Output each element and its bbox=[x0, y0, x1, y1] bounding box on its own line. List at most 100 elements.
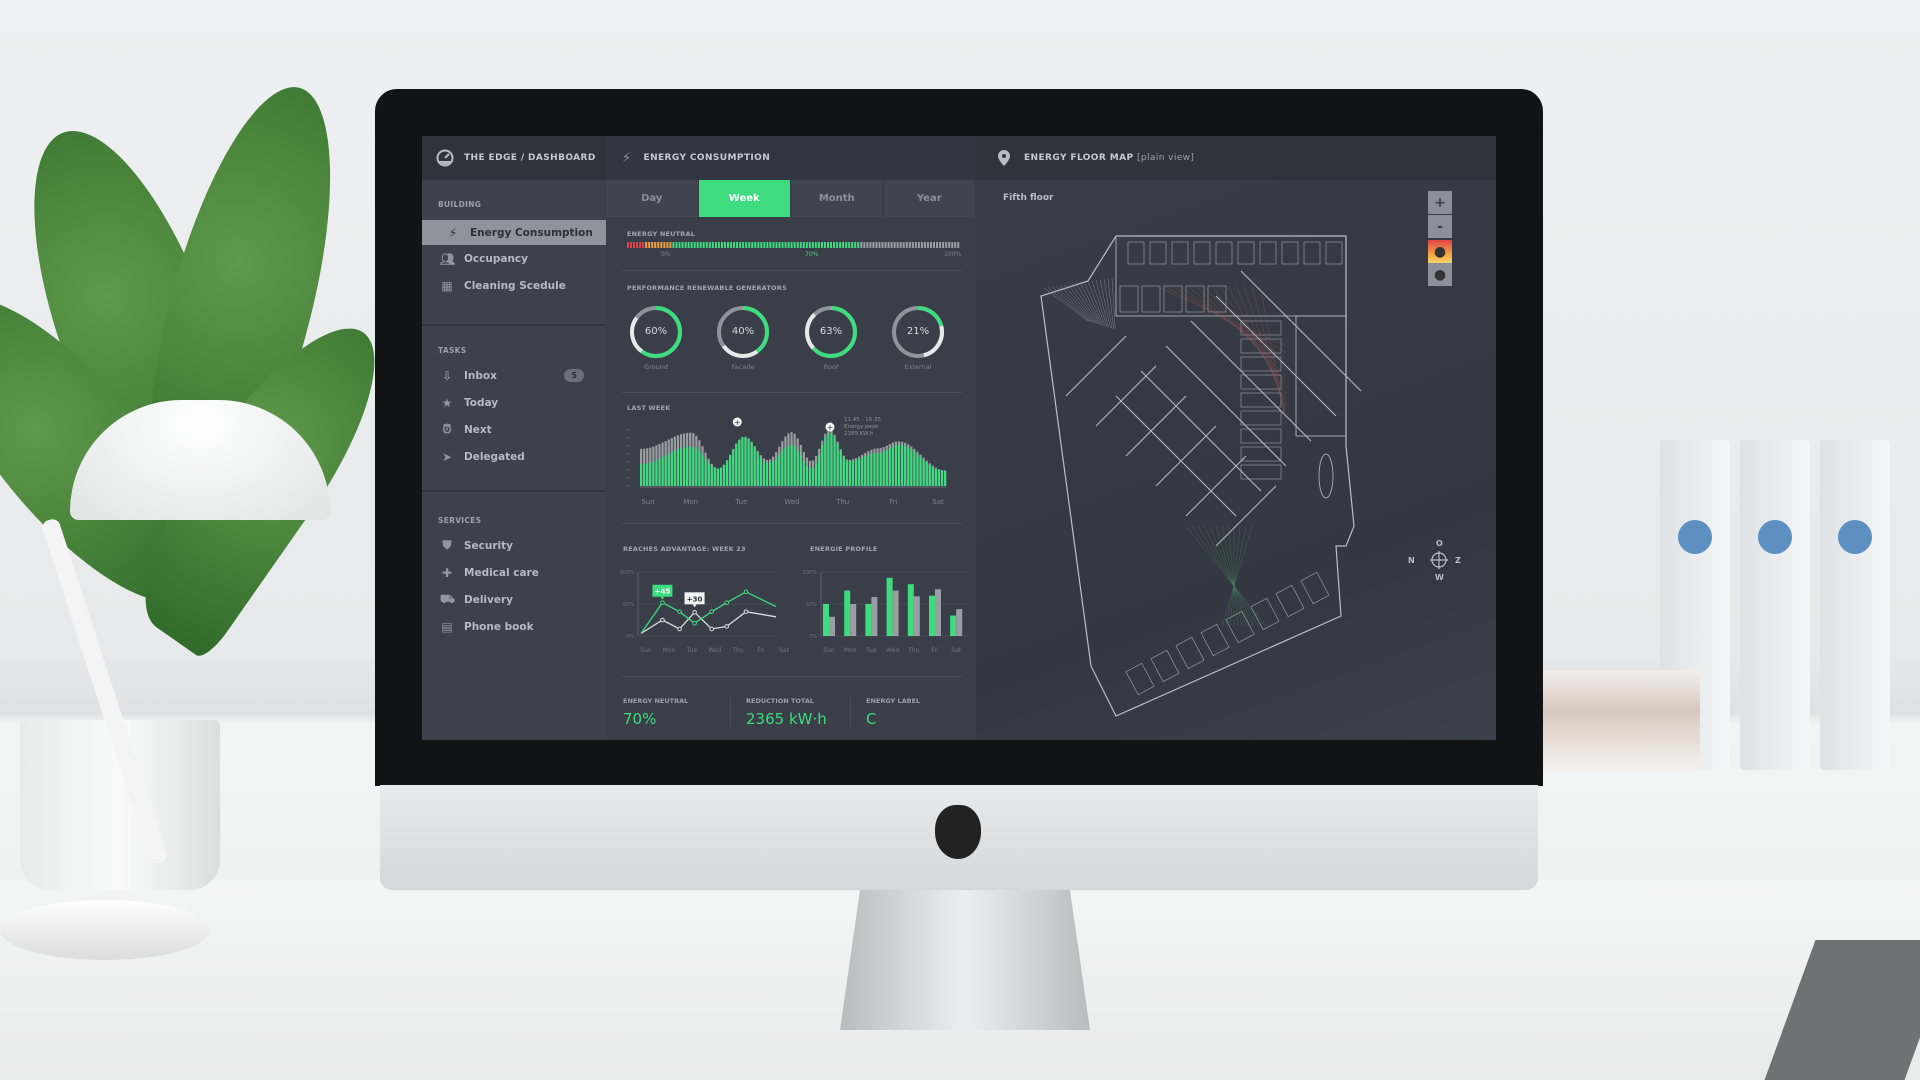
donut-value-label: 60% bbox=[644, 326, 668, 337]
sidebar-item-inbox[interactable]: ⇩ Inbox 5 bbox=[422, 363, 606, 388]
neutral-bar-segment bbox=[826, 242, 829, 248]
zoom-in-button[interactable]: + bbox=[1428, 191, 1452, 214]
room bbox=[1240, 446, 1282, 462]
binder-label bbox=[1758, 520, 1792, 554]
neutral-bar-segment bbox=[648, 242, 651, 248]
sidebar-item-label: Medical care bbox=[464, 566, 539, 579]
phone-book-icon: ▤ bbox=[441, 619, 453, 634]
divider bbox=[850, 698, 851, 726]
floor-plan[interactable] bbox=[1036, 226, 1396, 726]
neutral-bar-segment bbox=[660, 242, 663, 248]
facade-grid bbox=[1075, 283, 1101, 326]
neutral-bar-segment bbox=[830, 242, 833, 248]
atrium-grid bbox=[1165, 345, 1287, 467]
sidebar-item-energy-consumption[interactable]: ⚡ Energy Consumption bbox=[422, 220, 606, 245]
neutral-bar-segment bbox=[914, 242, 917, 248]
green-area-bar bbox=[778, 454, 781, 486]
sidebar-item-today[interactable]: ★ Today bbox=[422, 390, 606, 415]
stat-label: REDUCTION TOTAL bbox=[746, 697, 815, 705]
compass-w: W bbox=[1435, 573, 1444, 582]
sidebar-item-security[interactable]: ⛊ Security bbox=[422, 533, 606, 558]
people-icon: 👥︎ bbox=[440, 251, 456, 266]
sidebar-item-phone-book[interactable]: ▤ Phone book bbox=[422, 614, 606, 639]
sidebar-item-medical-care[interactable]: ✚ Medical care bbox=[422, 560, 606, 585]
plus-marker-glyph: + bbox=[734, 418, 741, 427]
neutral-bar-segment bbox=[848, 242, 851, 248]
energy-heat-line bbox=[1235, 285, 1287, 407]
plain-view-button[interactable]: ● bbox=[1428, 263, 1452, 286]
map-subtitle: [plain view] bbox=[1137, 153, 1195, 163]
facade-grid bbox=[1051, 286, 1092, 323]
neutral-bar-segment bbox=[857, 242, 860, 248]
zoom-out-button[interactable]: - bbox=[1428, 215, 1452, 238]
neutral-bar-segment bbox=[730, 242, 733, 248]
sidebar-item-occupancy[interactable]: 👥︎ Occupancy bbox=[422, 246, 606, 271]
green-area-bar bbox=[808, 468, 812, 486]
room bbox=[1240, 356, 1282, 372]
green-area-bar bbox=[922, 459, 925, 486]
green-area-bar bbox=[646, 463, 649, 486]
room bbox=[1175, 636, 1205, 670]
tab-week[interactable]: Week bbox=[698, 180, 791, 217]
donut-name-label: Facade bbox=[731, 363, 755, 371]
period-tabs: Day Week Month Year bbox=[606, 180, 976, 217]
facade-grid bbox=[1043, 287, 1089, 322]
energy-flow-line bbox=[1197, 525, 1259, 627]
donut-value bbox=[892, 306, 944, 358]
energy-flow-line bbox=[1185, 525, 1267, 627]
green-area-bar bbox=[796, 450, 799, 486]
room bbox=[1127, 241, 1145, 265]
tab-month[interactable]: Month bbox=[791, 180, 884, 217]
gray-bar bbox=[871, 596, 878, 636]
green-area-bar bbox=[901, 445, 904, 486]
neutral-bar-segment bbox=[769, 242, 772, 248]
sidebar-item-delegated[interactable]: ➤ Delegated bbox=[422, 444, 606, 469]
room bbox=[1240, 428, 1282, 444]
facade-grid bbox=[1107, 278, 1114, 330]
green-series-line bbox=[640, 591, 777, 634]
binder bbox=[1740, 440, 1810, 770]
plus-marker-glyph: + bbox=[827, 423, 834, 432]
green-series-point bbox=[724, 600, 730, 606]
green-bar bbox=[886, 577, 893, 636]
neutral-bar-segment bbox=[923, 242, 926, 248]
energy-flow-line bbox=[1229, 525, 1241, 627]
y-tick-label: 50% bbox=[623, 602, 634, 608]
green-area-bar bbox=[765, 462, 769, 486]
donut-value bbox=[717, 306, 769, 358]
green-area-bar bbox=[716, 468, 719, 486]
neutral-bar-segment bbox=[793, 242, 796, 248]
energy-heat-line bbox=[1203, 285, 1287, 383]
green-area-bar bbox=[673, 450, 676, 486]
sidebar-item-label: Energy Consumption bbox=[470, 226, 593, 239]
neutral-bar-segment bbox=[823, 242, 826, 248]
sidebar-item-cleaning-schedule[interactable]: ▦ Cleaning Scedule bbox=[422, 273, 606, 298]
sidebar: THE EDGE / DASHBOARD BUILDING ⚡ Energy Co… bbox=[422, 136, 606, 740]
white-series-point bbox=[692, 610, 697, 615]
section-building: BUILDING bbox=[438, 200, 482, 209]
callout-label: +45 bbox=[655, 588, 671, 596]
tab-day[interactable]: Day bbox=[606, 180, 699, 217]
energy-neutral-label: ENERGY NEUTRAL bbox=[627, 230, 696, 238]
facade-grid bbox=[1095, 280, 1109, 328]
sidebar-item-next[interactable]: ⏰︎ Next bbox=[422, 417, 606, 442]
x-tick-label: Sun bbox=[640, 647, 652, 654]
green-area-bar bbox=[686, 446, 689, 486]
heatmap-view-button[interactable]: ● bbox=[1428, 240, 1452, 263]
white-series-point bbox=[743, 609, 749, 614]
x-tick-label: Sun bbox=[823, 647, 835, 654]
green-area-bar bbox=[815, 462, 818, 486]
energy-flow-line bbox=[1203, 525, 1255, 627]
sidebar-item-label: Security bbox=[464, 539, 514, 552]
green-area-bar bbox=[649, 462, 652, 486]
atrium-grid bbox=[1125, 395, 1187, 457]
tab-year[interactable]: Year bbox=[883, 180, 976, 217]
sidebar-item-delivery[interactable]: ⛟ Delivery bbox=[422, 587, 606, 612]
room bbox=[1281, 241, 1299, 265]
donut-value bbox=[805, 306, 857, 358]
green-area-bar bbox=[756, 452, 759, 486]
x-tick-label: Fri bbox=[889, 498, 897, 506]
green-area-bar bbox=[848, 461, 852, 486]
neutral-bar-segment bbox=[775, 242, 778, 248]
green-area-bar bbox=[781, 450, 784, 486]
